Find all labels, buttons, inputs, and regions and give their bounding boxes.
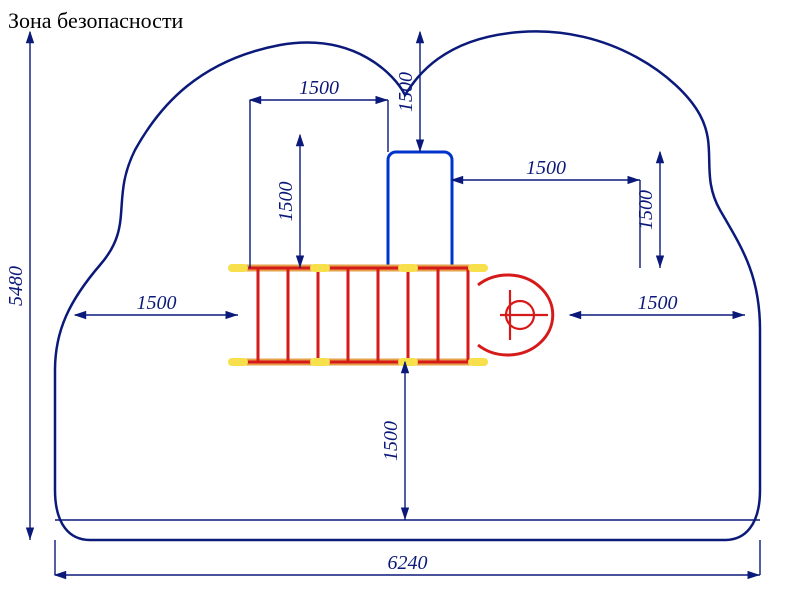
- svg-text:1500: 1500: [395, 72, 417, 112]
- dimension-lines: 6240 5480 1500 1500 1500 1500 1500 1500 1500 1500: [5, 32, 760, 575]
- safety-zone-drawing: 6240 5480 1500 1500 1500 1500 1500 1500 1500 1500: [0, 0, 800, 600]
- svg-text:1500: 1500: [275, 182, 297, 222]
- svg-text:1500: 1500: [635, 190, 657, 230]
- ladder-top-view: [232, 268, 553, 362]
- page-title: Зона безопасности: [8, 8, 183, 34]
- svg-text:5480: 5480: [5, 266, 27, 306]
- svg-text:1500: 1500: [526, 157, 566, 179]
- svg-text:1500: 1500: [638, 292, 678, 314]
- svg-text:6240: 6240: [388, 552, 428, 574]
- slide-top-view: [388, 152, 452, 265]
- svg-text:1500: 1500: [137, 292, 177, 314]
- svg-text:1500: 1500: [299, 77, 339, 99]
- svg-text:1500: 1500: [380, 421, 402, 461]
